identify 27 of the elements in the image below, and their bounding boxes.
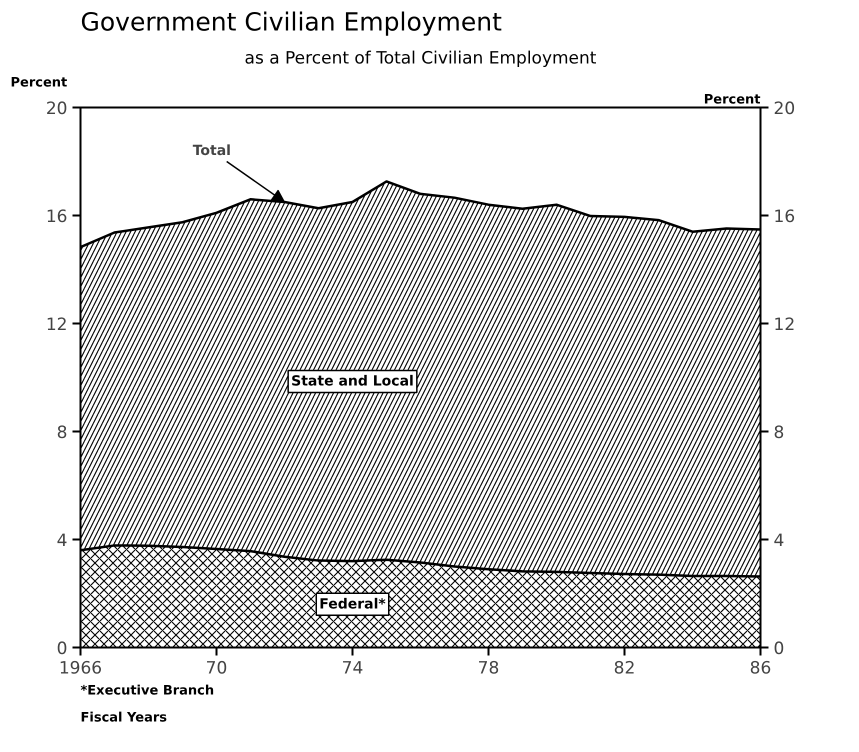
y-tick-label: 16 bbox=[46, 207, 68, 227]
x-tick-label: 74 bbox=[342, 658, 364, 678]
y-tick-label: 12 bbox=[46, 315, 68, 335]
annotation: Total bbox=[192, 142, 231, 159]
y2-tick-label: 8 bbox=[774, 423, 784, 443]
y-tick-label: 8 bbox=[56, 423, 68, 443]
chart-subtitle: as a Percent of Total Civilian Employment bbox=[244, 48, 597, 68]
series-label: State and Local bbox=[291, 374, 414, 390]
x-tick-label: 70 bbox=[206, 658, 228, 678]
x-axis-title: Fiscal Years bbox=[80, 710, 168, 726]
x-tick-label: 1966 bbox=[58, 658, 102, 678]
x-tick-label: 78 bbox=[478, 658, 500, 678]
y2-tick-label: 20 bbox=[774, 99, 796, 119]
series-label: Federal* bbox=[319, 596, 386, 612]
x-tick-label: 82 bbox=[614, 658, 636, 678]
y-tick-label: 0 bbox=[56, 639, 68, 659]
y-axis-title: Percent bbox=[10, 76, 68, 90]
y-tick-label: 20 bbox=[46, 99, 68, 119]
y2-axis-title: Percent bbox=[704, 92, 760, 108]
chart-title: Government Civilian Employment bbox=[80, 8, 502, 36]
y-tick-label: 4 bbox=[56, 531, 68, 551]
y2-tick-label: 12 bbox=[774, 315, 796, 335]
x-tick-label: 86 bbox=[750, 658, 772, 678]
text: *Executive Branch bbox=[80, 684, 214, 698]
y2-tick-label: 0 bbox=[774, 639, 784, 659]
y2-tick-label: 4 bbox=[774, 531, 784, 551]
y2-tick-label: 16 bbox=[774, 207, 796, 227]
